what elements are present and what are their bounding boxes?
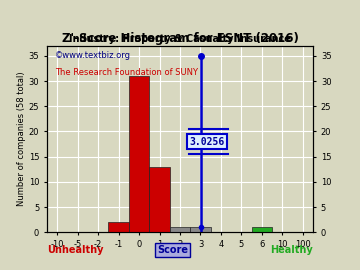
Text: 3.0256: 3.0256 bbox=[189, 137, 225, 147]
Text: Healthy: Healthy bbox=[270, 245, 313, 255]
Bar bbox=[129, 76, 149, 232]
Bar bbox=[190, 227, 211, 232]
Bar bbox=[149, 167, 170, 232]
Text: Score: Score bbox=[157, 245, 188, 255]
Title: Z'-Score Histogram for ESNT (2016): Z'-Score Histogram for ESNT (2016) bbox=[62, 32, 298, 45]
Y-axis label: Number of companies (58 total): Number of companies (58 total) bbox=[17, 72, 26, 206]
Bar bbox=[170, 227, 190, 232]
Bar bbox=[108, 222, 129, 232]
Text: ©www.textbiz.org: ©www.textbiz.org bbox=[55, 52, 131, 60]
Bar bbox=[252, 227, 272, 232]
Text: Unhealthy: Unhealthy bbox=[47, 245, 103, 255]
Text: Industry: Property & Casualty Insurance: Industry: Property & Casualty Insurance bbox=[69, 34, 291, 44]
Text: The Research Foundation of SUNY: The Research Foundation of SUNY bbox=[55, 68, 198, 77]
